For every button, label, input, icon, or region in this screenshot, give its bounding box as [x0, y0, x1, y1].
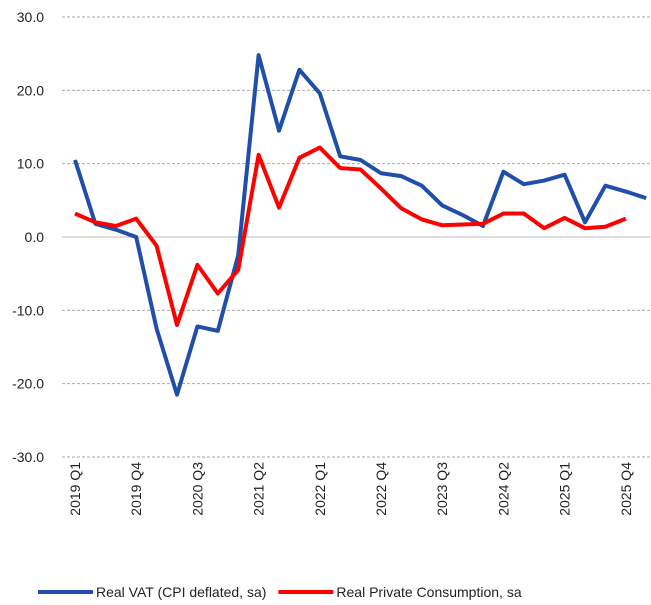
- x-tick-label: 2021 Q2: [251, 462, 267, 516]
- x-tick-label: 2023 Q3: [434, 462, 450, 516]
- x-tick-label: 2020 Q3: [189, 462, 205, 516]
- y-tick-label: -30.0: [12, 449, 44, 465]
- series-line: [74, 145, 627, 327]
- y-tick-label: -10.0: [12, 302, 44, 318]
- series-line: [73, 53, 647, 397]
- legend-label: Real Private Consumption, sa: [336, 584, 521, 600]
- x-tick-label: 2022 Q1: [312, 462, 328, 516]
- x-tick-label: 2025 Q1: [557, 462, 573, 516]
- x-tick-label: 2019 Q4: [128, 462, 144, 516]
- y-tick-label: 0.0: [25, 229, 45, 245]
- y-tick-label: 10.0: [17, 156, 44, 172]
- legend-label: Real VAT (CPI deflated, sa): [96, 584, 266, 600]
- x-tick-label: 2025 Q4: [618, 462, 634, 516]
- y-tick-label: -20.0: [12, 376, 44, 392]
- y-tick-label: 20.0: [17, 82, 44, 98]
- x-tick-label: 2019 Q1: [67, 462, 83, 516]
- x-tick-label: 2024 Q2: [495, 462, 511, 516]
- y-tick-label: 30.0: [17, 9, 44, 25]
- x-tick-label: 2022 Q4: [373, 462, 389, 516]
